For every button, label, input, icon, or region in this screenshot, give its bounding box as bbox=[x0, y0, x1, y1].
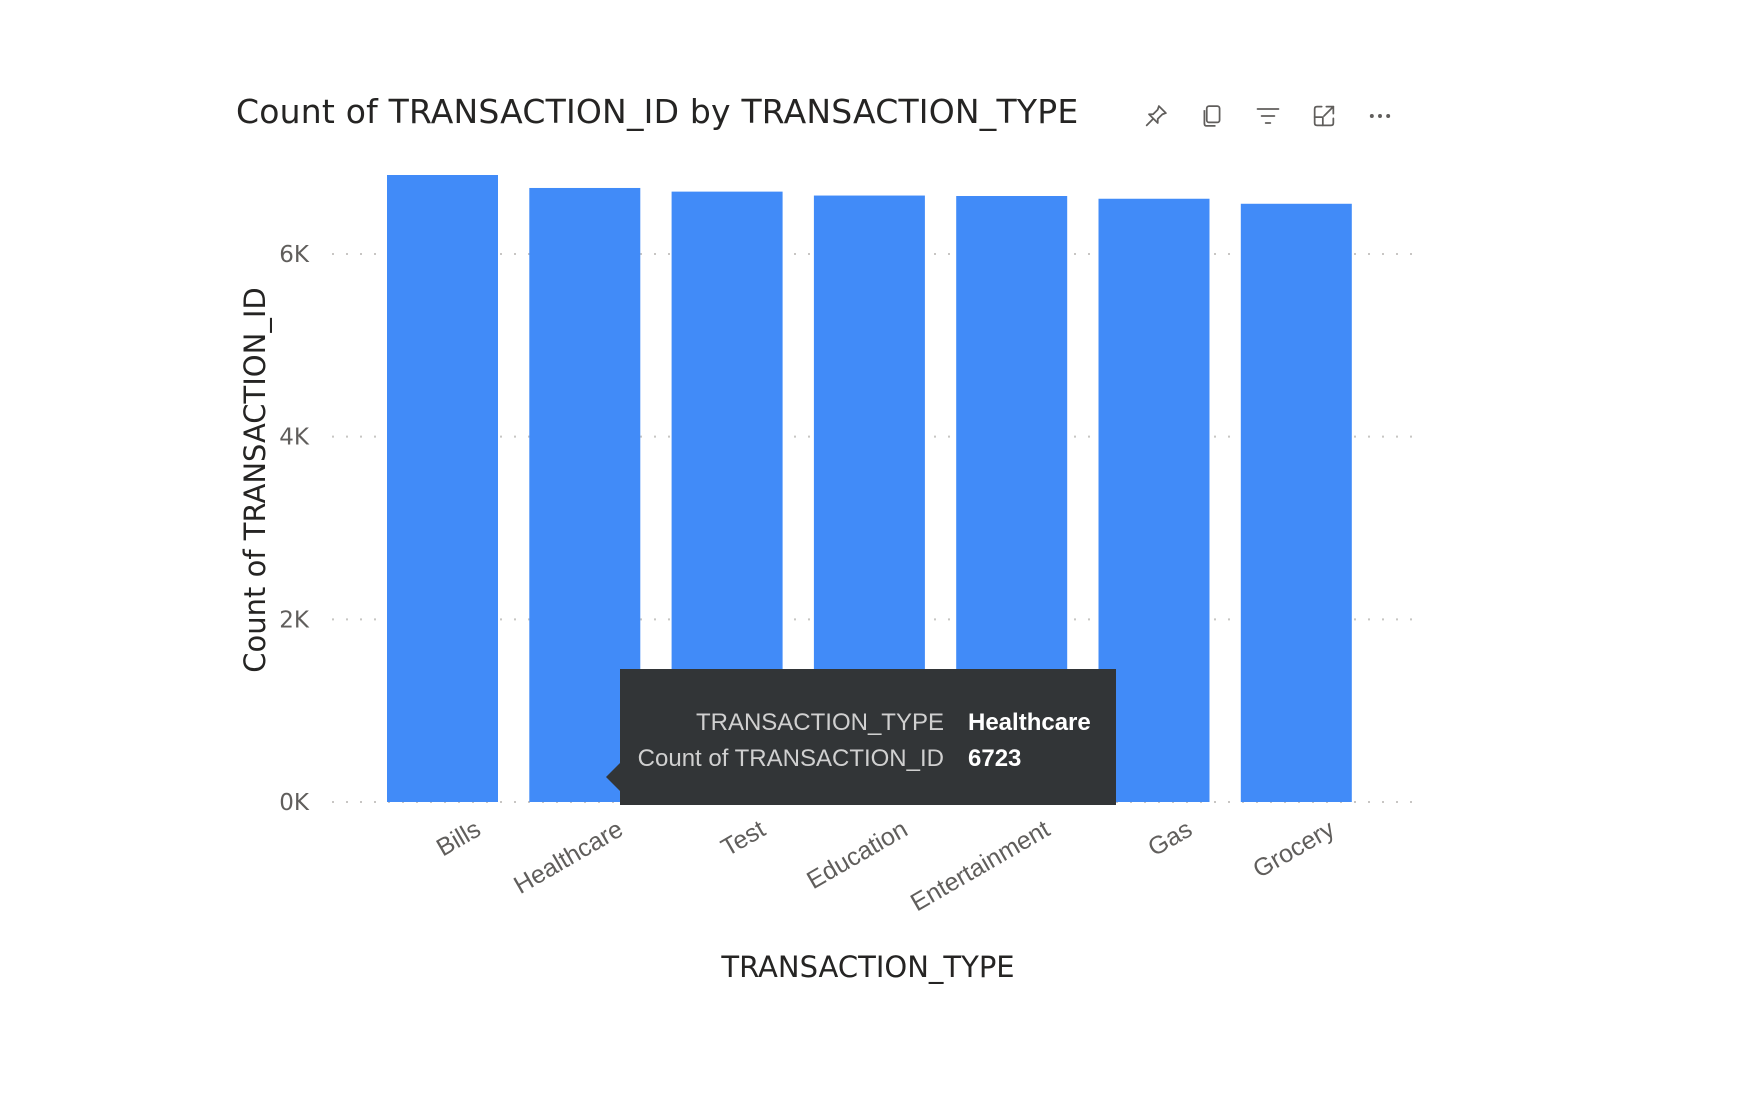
y-axis-ticks: 0K 2K 4K 6K bbox=[279, 242, 310, 816]
bar-bills[interactable] bbox=[387, 175, 498, 802]
x-tick-label: Bills bbox=[432, 815, 486, 862]
more-options-button[interactable] bbox=[1364, 100, 1396, 132]
copy-visual-button[interactable] bbox=[1196, 100, 1228, 132]
pin-icon bbox=[1145, 105, 1167, 127]
x-tick-label: Healthcare bbox=[509, 815, 628, 900]
tooltip-key: TRANSACTION_TYPE bbox=[695, 709, 944, 736]
filter-icon bbox=[1256, 108, 1280, 124]
data-tooltip: TRANSACTION_TYPE Healthcare Count of TRA… bbox=[606, 669, 1116, 805]
tooltip-value: 6723 bbox=[968, 745, 1022, 772]
tooltip-pointer bbox=[606, 763, 620, 791]
x-axis-title: TRANSACTION_TYPE bbox=[720, 950, 1014, 984]
copy-icon bbox=[1203, 105, 1221, 127]
focus-mode-icon bbox=[1313, 105, 1335, 127]
pin-visual-button[interactable] bbox=[1140, 100, 1172, 132]
y-axis-title: Count of TRANSACTION_ID bbox=[238, 287, 272, 672]
y-tick-label: 2K bbox=[279, 607, 310, 633]
bar-gas[interactable] bbox=[1098, 198, 1210, 803]
tooltip-row-category: TRANSACTION_TYPE Healthcare bbox=[620, 709, 1116, 745]
tooltip-key: Count of TRANSACTION_ID bbox=[637, 745, 944, 772]
y-tick-label: 6K bbox=[279, 242, 310, 268]
x-tick-label: Grocery bbox=[1248, 815, 1339, 884]
x-tick-label: Entertainment bbox=[906, 815, 1055, 917]
y-tick-label: 0K bbox=[279, 790, 310, 816]
more-options-icon bbox=[1369, 114, 1391, 118]
tooltip-row-count: Count of TRANSACTION_ID 6723 bbox=[620, 745, 1116, 781]
x-tick-label: Gas bbox=[1143, 815, 1197, 862]
x-axis-ticks: Bills Healthcare Test EducationEntertainmen… bbox=[432, 815, 1340, 917]
focus-mode-button[interactable] bbox=[1308, 100, 1340, 132]
x-tick-label: Test bbox=[716, 815, 770, 862]
filter-visual-button[interactable] bbox=[1252, 100, 1284, 132]
visual-header-toolbar bbox=[1140, 100, 1396, 132]
x-tick-label: Education bbox=[802, 815, 912, 895]
y-tick-label: 4K bbox=[279, 425, 310, 451]
chart-title: Count of TRANSACTION_ID by TRANSACTION_T… bbox=[236, 92, 1079, 131]
bar-grocery[interactable] bbox=[1240, 203, 1352, 803]
tooltip-value: Healthcare bbox=[968, 709, 1091, 736]
